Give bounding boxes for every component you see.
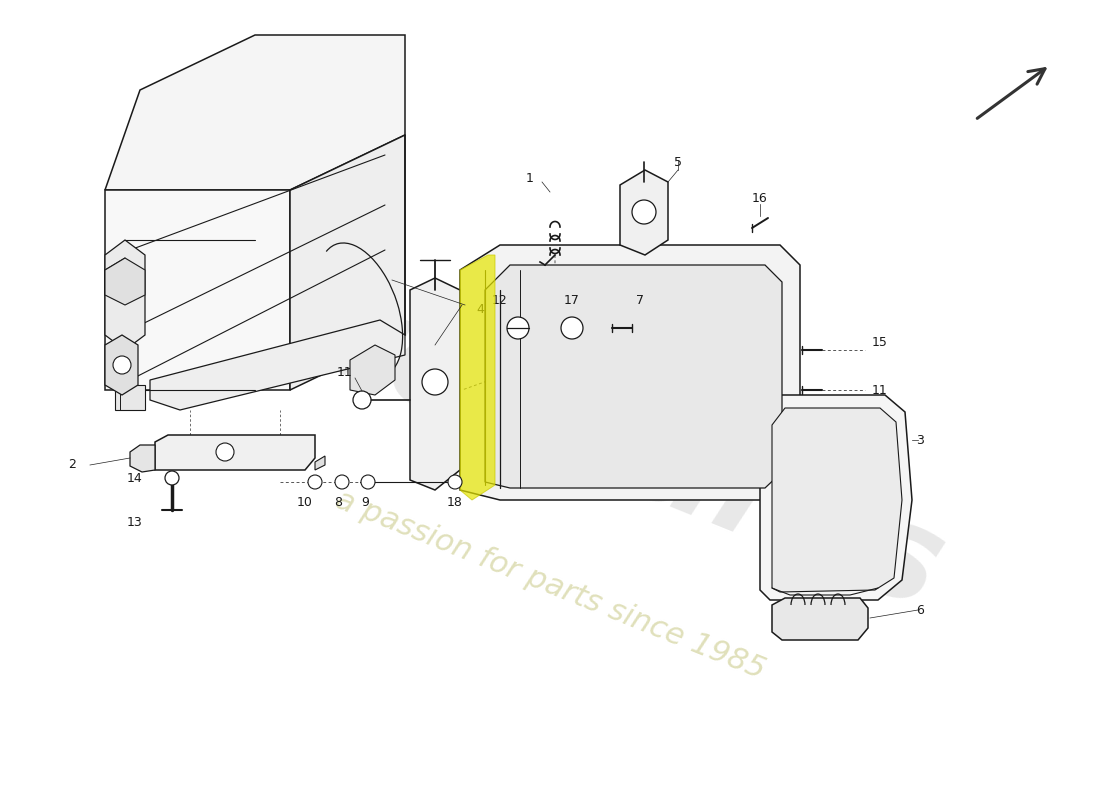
Text: 8: 8	[334, 497, 342, 510]
Circle shape	[165, 471, 179, 485]
Text: eurospares: eurospares	[140, 205, 960, 635]
Polygon shape	[350, 345, 395, 395]
Circle shape	[113, 356, 131, 374]
Circle shape	[336, 475, 349, 489]
Polygon shape	[290, 135, 405, 390]
Polygon shape	[150, 320, 405, 410]
Text: 12: 12	[492, 294, 508, 306]
Polygon shape	[130, 445, 155, 472]
Polygon shape	[620, 170, 668, 255]
Text: 6: 6	[916, 603, 924, 617]
Polygon shape	[104, 258, 145, 305]
Text: 17: 17	[564, 294, 580, 306]
Polygon shape	[410, 278, 460, 490]
Circle shape	[507, 317, 529, 339]
Text: 13: 13	[128, 515, 143, 529]
Text: 11: 11	[337, 366, 353, 378]
Polygon shape	[104, 190, 290, 390]
Text: 10: 10	[297, 497, 312, 510]
Circle shape	[561, 317, 583, 339]
Text: 2: 2	[68, 458, 76, 471]
Circle shape	[422, 369, 448, 395]
Polygon shape	[315, 456, 324, 470]
Text: 16: 16	[752, 191, 768, 205]
Polygon shape	[116, 385, 145, 410]
Polygon shape	[104, 335, 138, 395]
Circle shape	[632, 200, 656, 224]
Polygon shape	[772, 408, 902, 592]
Text: 3: 3	[916, 434, 924, 446]
Circle shape	[361, 475, 375, 489]
Text: 5: 5	[674, 155, 682, 169]
Polygon shape	[460, 255, 495, 500]
Text: 18: 18	[447, 497, 463, 510]
Polygon shape	[460, 245, 800, 500]
Polygon shape	[485, 265, 782, 488]
Text: 14: 14	[128, 471, 143, 485]
Polygon shape	[104, 240, 145, 350]
Circle shape	[353, 391, 371, 409]
Polygon shape	[104, 35, 405, 190]
Text: 7: 7	[636, 294, 644, 306]
Polygon shape	[772, 598, 868, 640]
Text: 11: 11	[872, 383, 888, 397]
Text: 9: 9	[361, 497, 368, 510]
Polygon shape	[155, 435, 315, 470]
Text: 15: 15	[872, 335, 888, 349]
Circle shape	[308, 475, 322, 489]
Text: 1: 1	[526, 171, 534, 185]
Text: 4: 4	[476, 303, 484, 317]
Polygon shape	[760, 395, 912, 600]
Text: a passion for parts since 1985: a passion for parts since 1985	[331, 486, 769, 685]
Circle shape	[448, 475, 462, 489]
Circle shape	[216, 443, 234, 461]
